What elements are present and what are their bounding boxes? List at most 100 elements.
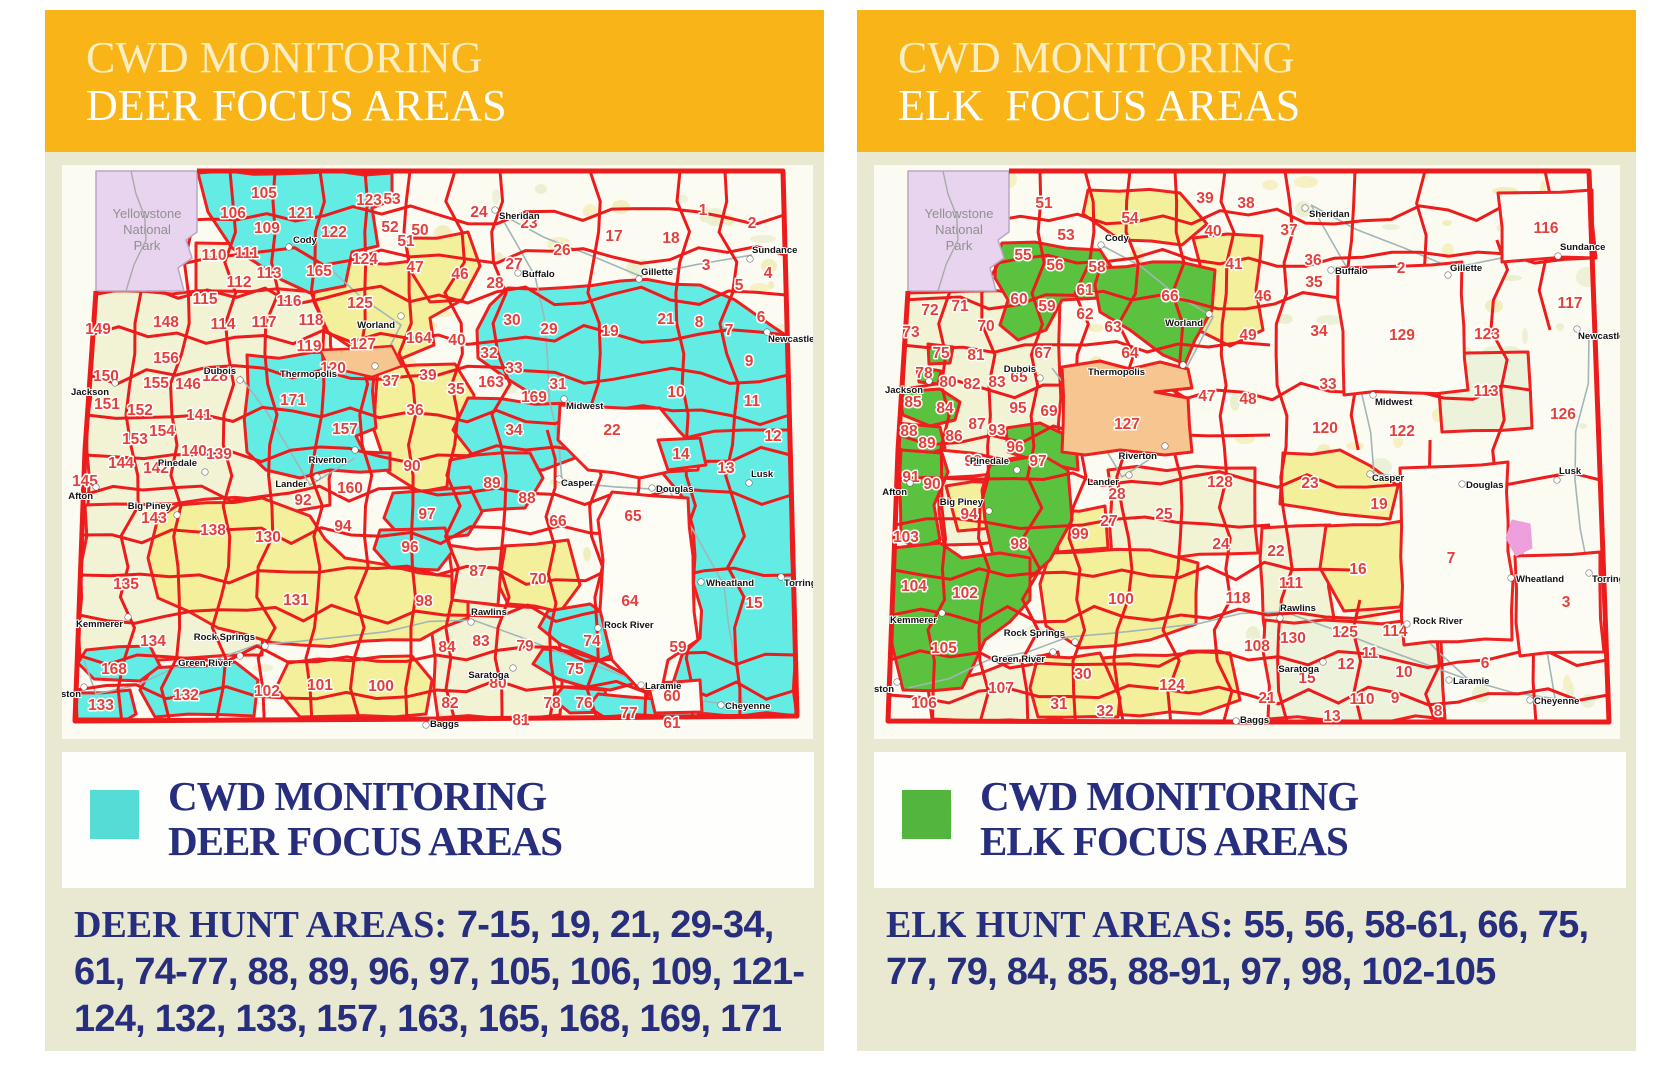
- svg-text:Lander: Lander: [275, 479, 307, 490]
- svg-text:3: 3: [702, 257, 711, 274]
- svg-text:94: 94: [960, 506, 978, 523]
- svg-text:83: 83: [472, 633, 490, 650]
- svg-text:Park: Park: [946, 238, 973, 253]
- svg-text:8: 8: [695, 314, 704, 331]
- svg-text:154: 154: [149, 423, 175, 440]
- svg-text:80: 80: [939, 374, 956, 391]
- svg-text:Buffalo: Buffalo: [522, 269, 555, 280]
- svg-text:Big Piney: Big Piney: [128, 501, 172, 512]
- svg-text:122: 122: [321, 224, 347, 241]
- svg-text:Rawlins: Rawlins: [471, 607, 507, 618]
- svg-text:59: 59: [669, 639, 687, 656]
- svg-text:155: 155: [143, 375, 169, 392]
- svg-text:142: 142: [143, 460, 169, 477]
- svg-text:46: 46: [1254, 288, 1272, 305]
- svg-text:10: 10: [1395, 664, 1412, 681]
- svg-text:Newcastle: Newcastle: [768, 334, 813, 345]
- svg-text:110: 110: [1349, 691, 1374, 708]
- svg-text:7: 7: [725, 322, 734, 339]
- svg-text:60: 60: [663, 688, 680, 705]
- svg-text:66: 66: [549, 513, 567, 530]
- svg-text:92: 92: [294, 492, 311, 509]
- svg-text:107: 107: [988, 680, 1014, 697]
- svg-text:81: 81: [967, 347, 985, 364]
- svg-text:61: 61: [663, 715, 681, 732]
- svg-text:38: 38: [1237, 195, 1255, 212]
- svg-text:164: 164: [406, 330, 432, 347]
- svg-text:146: 146: [175, 376, 201, 393]
- svg-text:97: 97: [1029, 453, 1046, 470]
- svg-text:95: 95: [1009, 400, 1027, 417]
- svg-text:134: 134: [140, 633, 166, 650]
- svg-text:100: 100: [1108, 591, 1134, 608]
- svg-text:86: 86: [945, 428, 963, 445]
- svg-text:105: 105: [251, 185, 277, 202]
- svg-text:152: 152: [127, 402, 153, 419]
- svg-text:101: 101: [307, 677, 333, 694]
- svg-text:Dubois: Dubois: [204, 366, 236, 377]
- svg-text:77: 77: [620, 705, 637, 722]
- svg-text:Laramie: Laramie: [1453, 676, 1489, 687]
- svg-text:Douglas: Douglas: [1466, 480, 1503, 491]
- svg-text:7: 7: [1447, 550, 1456, 567]
- svg-text:Douglas: Douglas: [656, 484, 693, 495]
- svg-text:39: 39: [1196, 190, 1214, 207]
- svg-text:89: 89: [918, 435, 936, 452]
- svg-text:144: 144: [108, 455, 134, 472]
- svg-text:Wheatland: Wheatland: [706, 578, 754, 589]
- svg-text:87: 87: [968, 416, 985, 433]
- svg-text:64: 64: [1121, 345, 1139, 362]
- svg-text:Cheyenne: Cheyenne: [1534, 696, 1579, 707]
- svg-text:102: 102: [952, 585, 978, 602]
- svg-text:122: 122: [1389, 423, 1415, 440]
- svg-text:15: 15: [1298, 670, 1316, 687]
- svg-text:98: 98: [415, 593, 433, 610]
- svg-text:Riverton: Riverton: [1118, 451, 1157, 462]
- svg-text:55: 55: [1014, 247, 1032, 264]
- svg-text:10: 10: [667, 384, 684, 401]
- svg-text:Thermopolis: Thermopolis: [280, 369, 337, 380]
- svg-text:31: 31: [549, 376, 567, 393]
- svg-text:30: 30: [1074, 666, 1091, 683]
- svg-text:Evanston: Evanston: [62, 689, 81, 700]
- svg-text:124: 124: [1159, 677, 1185, 694]
- svg-text:Worland: Worland: [357, 320, 395, 331]
- svg-text:Saratoga: Saratoga: [468, 670, 509, 681]
- svg-text:97: 97: [418, 506, 435, 523]
- svg-text:Pinedale: Pinedale: [970, 456, 1009, 467]
- svg-text:79: 79: [516, 638, 534, 655]
- svg-text:18: 18: [662, 230, 680, 247]
- svg-text:Midwest: Midwest: [566, 401, 604, 412]
- svg-text:74: 74: [583, 633, 601, 650]
- svg-text:Cody: Cody: [1105, 233, 1129, 244]
- svg-text:19: 19: [601, 323, 619, 340]
- svg-text:153: 153: [122, 431, 148, 448]
- svg-text:22: 22: [1267, 543, 1284, 560]
- svg-text:160: 160: [337, 480, 363, 497]
- svg-text:32: 32: [1096, 703, 1113, 720]
- svg-text:106: 106: [220, 205, 246, 222]
- svg-text:Wheatland: Wheatland: [1516, 574, 1564, 585]
- svg-text:82: 82: [963, 376, 980, 393]
- svg-text:Cheyenne: Cheyenne: [725, 701, 770, 712]
- svg-text:96: 96: [1006, 439, 1024, 456]
- svg-text:16: 16: [1349, 561, 1367, 578]
- svg-text:24: 24: [470, 204, 488, 221]
- svg-text:28: 28: [486, 275, 504, 292]
- svg-text:Lusk: Lusk: [751, 469, 774, 480]
- svg-text:94: 94: [334, 518, 352, 535]
- svg-text:132: 132: [173, 687, 199, 704]
- svg-text:88: 88: [518, 490, 536, 507]
- svg-text:118: 118: [298, 312, 323, 329]
- svg-text:12: 12: [764, 428, 781, 445]
- svg-text:Rock River: Rock River: [604, 620, 654, 631]
- svg-text:103: 103: [893, 529, 919, 546]
- svg-text:105: 105: [931, 640, 957, 657]
- svg-text:41: 41: [1225, 256, 1243, 273]
- svg-text:36: 36: [406, 402, 424, 419]
- svg-text:91: 91: [902, 469, 920, 486]
- svg-text:70: 70: [529, 571, 546, 588]
- svg-text:113: 113: [1473, 383, 1498, 400]
- svg-text:Newcastle: Newcastle: [1578, 331, 1620, 342]
- svg-text:49: 49: [1239, 327, 1257, 344]
